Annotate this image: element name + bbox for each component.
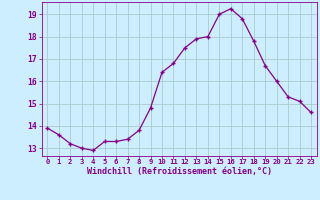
X-axis label: Windchill (Refroidissement éolien,°C): Windchill (Refroidissement éolien,°C) — [87, 167, 272, 176]
